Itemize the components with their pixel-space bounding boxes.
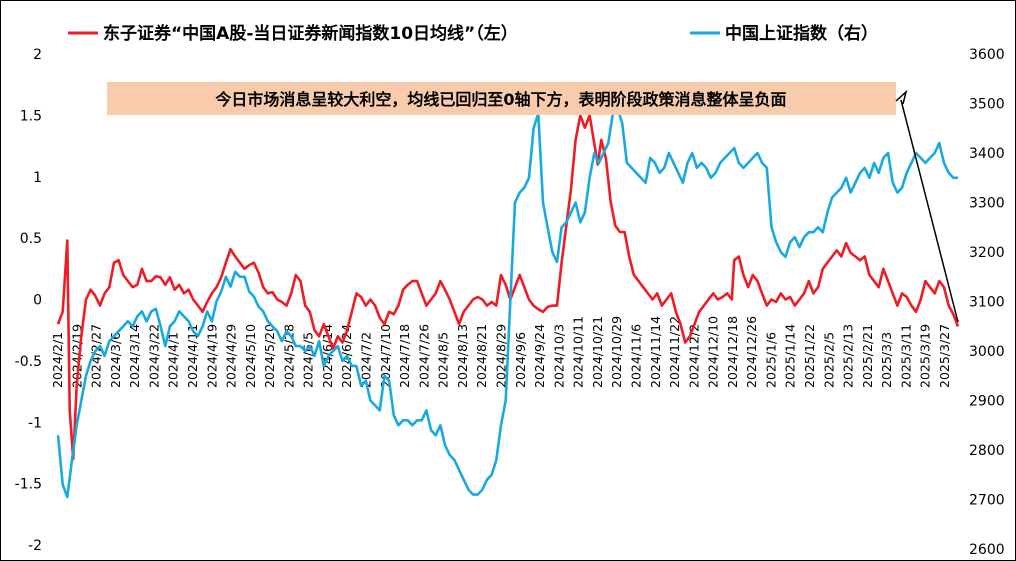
x-tick-label: 2024/7/10 xyxy=(378,324,393,388)
x-tick-label: 2024/12/26 xyxy=(744,316,759,388)
y-left-tick-label: -0.5 xyxy=(15,354,42,370)
x-tick-label: 2024/4/29 xyxy=(224,324,239,388)
x-tick-label: 2024/8/29 xyxy=(494,324,509,388)
y-right-tick-label: 2800 xyxy=(969,443,1005,459)
x-tick-label: 2024/5/20 xyxy=(262,324,277,388)
x-tick-label: 2025/1/14 xyxy=(783,324,798,388)
x-tick-label: 2024/9/6 xyxy=(513,332,528,388)
legend-label-blue: 中国上证指数（右） xyxy=(725,23,878,44)
y-axis-left: 2 1.5 1 0.5 0 -0.5 -1 -1.5 -2 xyxy=(15,47,42,554)
x-tick-label: 2024/10/11 xyxy=(571,316,586,388)
x-tick-label: 2025/3/27 xyxy=(937,324,952,388)
series-line-shanghai-index xyxy=(56,107,958,499)
x-tick-label: 2024/12/18 xyxy=(725,316,740,388)
y-right-tick-label: 3100 xyxy=(969,295,1005,311)
x-tick-label: 2025/2/21 xyxy=(860,324,875,388)
y-right-tick-label: 3300 xyxy=(969,196,1005,212)
annotation: 今日市场消息呈较大利空，均线已回归至0轴下方，表明阶段政策消息整体呈负面 xyxy=(107,82,959,323)
y-right-tick-label: 2900 xyxy=(969,394,1005,410)
x-tick-label: 2024/10/3 xyxy=(551,324,566,388)
x-tick-label: 2025/2/13 xyxy=(841,324,856,388)
y-left-tick-label: -2 xyxy=(28,538,42,554)
x-axis: 2024/2/1 2024/2/19 2024/2/27 2024/3/6 2024/3… xyxy=(50,316,952,388)
y-left-tick-label: 2 xyxy=(33,47,42,63)
x-tick-label: 2024/11/22 xyxy=(667,316,682,388)
y-left-tick-label: 0.5 xyxy=(20,231,42,247)
x-tick-label: 2025/3/19 xyxy=(918,324,933,388)
legend-label-red: 东子证券“中国A股-当日证券新闻指数10日均线”（左） xyxy=(103,23,518,44)
x-tick-label: 2024/8/5 xyxy=(436,332,451,388)
x-tick-label: 2024/10/21 xyxy=(590,316,605,388)
y-left-tick-label: 1 xyxy=(33,170,42,186)
y-axis-right: 3600 3500 3400 3300 3200 3100 3000 2900 2800 2700… xyxy=(969,47,1005,558)
x-tick-label: 2024/3/22 xyxy=(146,324,161,388)
x-tick-label: 2024/2/1 xyxy=(50,332,65,388)
x-tick-label: 2024/3/14 xyxy=(127,324,142,388)
x-tick-label: 2025/2/5 xyxy=(821,332,836,388)
annotation-arrowhead xyxy=(895,89,908,105)
annotation-arrow xyxy=(900,99,959,323)
x-tick-label: 2024/4/19 xyxy=(204,324,219,388)
series-line-news-index xyxy=(56,114,960,461)
x-tick-label: 2024/6/5 xyxy=(301,332,316,388)
series-group xyxy=(56,107,960,499)
x-tick-label: 2024/8/13 xyxy=(455,324,470,388)
x-tick-label: 2024/7/18 xyxy=(397,324,412,388)
x-tick-label: 2024/8/21 xyxy=(474,324,489,388)
x-tick-label: 2024/12/10 xyxy=(706,316,721,388)
x-tick-label: 2025/3/11 xyxy=(898,324,913,388)
x-tick-label: 2024/11/6 xyxy=(628,324,643,388)
y-right-tick-label: 2700 xyxy=(969,493,1005,509)
x-tick-label: 2024/4/1 xyxy=(166,332,181,388)
legend: 东子证券“中国A股-当日证券新闻指数10日均线”（左） 中国上证指数（右） xyxy=(68,23,878,44)
annotation-text: 今日市场消息呈较大利空，均线已回归至0轴下方，表明阶段政策消息整体呈负面 xyxy=(214,90,786,109)
x-tick-label: 2025/1/6 xyxy=(763,332,778,388)
y-left-tick-label: -1 xyxy=(28,415,42,431)
y-left-tick-label: 0 xyxy=(33,293,42,309)
x-tick-label: 2024/3/6 xyxy=(108,332,123,388)
y-right-tick-label: 3500 xyxy=(969,97,1005,113)
x-tick-label: 2024/12/2 xyxy=(686,324,701,388)
x-tick-label: 2024/5/10 xyxy=(243,324,258,388)
y-right-tick-label: 3600 xyxy=(969,47,1005,63)
x-tick-label: 2024/7/2 xyxy=(359,332,374,388)
annotation-box xyxy=(107,82,896,115)
y-left-tick-label: -1.5 xyxy=(15,477,42,493)
x-tick-label: 2024/4/11 xyxy=(185,324,200,388)
y-right-tick-label: 2600 xyxy=(969,542,1005,558)
x-tick-label: 2024/10/29 xyxy=(609,316,624,388)
y-left-tick-label: 1.5 xyxy=(20,108,42,124)
y-right-tick-label: 3000 xyxy=(969,344,1005,360)
x-tick-label: 2025/3/3 xyxy=(879,332,894,388)
y-right-tick-label: 3200 xyxy=(969,245,1005,261)
y-right-tick-label: 3400 xyxy=(969,146,1005,162)
x-tick-label: 2025/1/22 xyxy=(802,324,817,388)
x-tick-label: 2024/11/14 xyxy=(648,316,663,388)
x-tick-label: 2024/2/27 xyxy=(89,324,104,388)
x-tick-label: 2024/9/24 xyxy=(532,324,547,388)
x-tick-label: 2024/7/26 xyxy=(416,324,431,388)
